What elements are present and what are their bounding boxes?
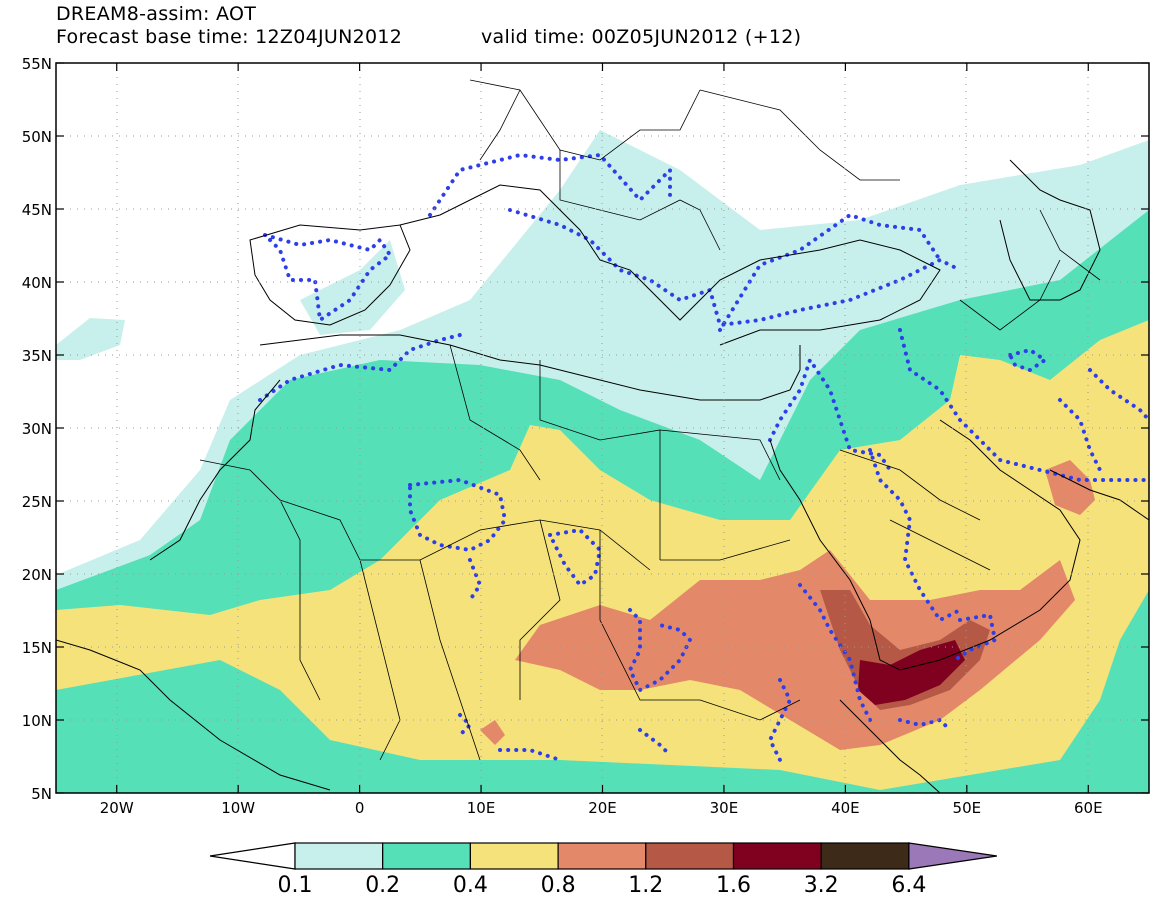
lon-tick-label: 40E bbox=[831, 799, 860, 817]
colorbar-label: 0.1 bbox=[278, 873, 313, 898]
lon-tick-label: 0 bbox=[355, 799, 365, 817]
base-time-label: Forecast base time: 12Z04JUN2012 bbox=[56, 26, 403, 48]
forecast-times: Forecast base time: 12Z04JUN2012 valid ti… bbox=[56, 26, 801, 48]
colorbar-label: 0.8 bbox=[541, 873, 576, 898]
longitude-ticks: 20W 10W 0 10E 20E 30E 40E 50E 60E bbox=[100, 63, 1103, 817]
colorbar-label: 1.2 bbox=[628, 873, 663, 898]
colorbar-label: 1.6 bbox=[716, 873, 751, 898]
colorbar-label: 3.2 bbox=[804, 873, 839, 898]
lon-tick-label: 20E bbox=[588, 799, 617, 817]
colorbar-label: 6.4 bbox=[891, 873, 926, 898]
lat-tick-label: 50N bbox=[22, 128, 52, 146]
lat-tick-label: 45N bbox=[22, 201, 52, 219]
colorbar-box bbox=[732, 842, 822, 870]
colorbar: 0.1 0.2 0.4 0.8 1.2 1.6 3.2 6.4 bbox=[209, 842, 997, 898]
aot-band-1.6 bbox=[858, 640, 965, 705]
colorbar-label: 0.4 bbox=[453, 873, 488, 898]
lon-tick-label: 30E bbox=[710, 799, 739, 817]
lat-tick-label: 35N bbox=[22, 347, 52, 365]
dotted-contours bbox=[258, 152, 1149, 762]
map-title: DREAM8-assim: AOT bbox=[56, 3, 257, 25]
aot-band-0.8-spot bbox=[480, 720, 505, 745]
colorbar-box bbox=[469, 842, 559, 870]
lat-tick-label: 55N bbox=[22, 55, 52, 73]
lon-tick-label: 20W bbox=[100, 799, 134, 817]
aot-band-0.2-gap bbox=[56, 680, 340, 793]
colorbar-low-arrow bbox=[209, 842, 296, 870]
colorbar-box bbox=[382, 842, 472, 870]
colorbar-box bbox=[645, 842, 735, 870]
lon-tick-label: 50E bbox=[953, 799, 982, 817]
lat-tick-label: 25N bbox=[22, 493, 52, 511]
lat-tick-label: 5N bbox=[31, 785, 52, 803]
colorbar-box bbox=[294, 842, 384, 870]
aot-band-0.1-west bbox=[56, 318, 125, 360]
aot-field bbox=[56, 63, 1149, 793]
colorbar-high-arrow bbox=[908, 842, 997, 870]
aot-band-0.8 bbox=[515, 550, 1075, 750]
gridlines bbox=[56, 63, 1149, 793]
colorbar-box bbox=[820, 842, 910, 870]
valid-time-label: valid time: 00Z05JUN2012 (+12) bbox=[481, 26, 802, 48]
lon-tick-label: 10W bbox=[221, 799, 255, 817]
lat-tick-label: 40N bbox=[22, 274, 52, 292]
latitude-ticks: 55N 50N 45N 40N 35N 30N 25N 20N 15N 10N 5N bbox=[22, 55, 1149, 803]
lat-tick-label: 20N bbox=[22, 566, 52, 584]
coastlines bbox=[56, 159, 1149, 793]
lon-tick-label: 60E bbox=[1074, 799, 1103, 817]
borders bbox=[199, 79, 1101, 761]
lat-tick-label: 10N bbox=[22, 712, 52, 730]
colorbar-box bbox=[557, 842, 647, 870]
lon-tick-label: 10E bbox=[467, 799, 496, 817]
colorbar-label: 0.2 bbox=[365, 873, 400, 898]
lat-tick-label: 30N bbox=[22, 420, 52, 438]
lat-tick-label: 15N bbox=[22, 639, 52, 657]
